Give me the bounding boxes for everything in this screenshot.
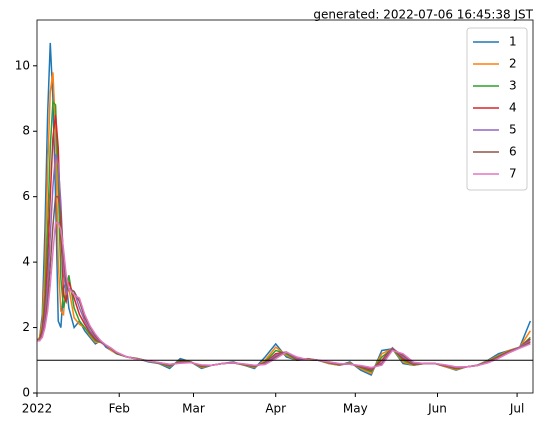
legend-label: 3 (509, 79, 517, 93)
series-line (37, 114, 531, 371)
y-tick-label: 10 (15, 58, 30, 72)
x-tick-label: Jul (509, 402, 524, 416)
series-line (37, 42, 532, 377)
x-tick-label: 2022 (22, 402, 53, 416)
series-line (37, 195, 531, 369)
y-tick-label: 2 (22, 320, 30, 334)
plot-frame (36, 19, 534, 394)
legend-label: 5 (509, 123, 517, 137)
series-line (37, 99, 531, 373)
y-tick-label: 6 (22, 189, 30, 203)
chart-title: generated: 2022-07-06 16:45:38 JST (313, 8, 533, 22)
x-tick-label: Feb (109, 402, 130, 416)
y-tick-label: 4 (22, 255, 30, 269)
series-line (37, 153, 531, 370)
x-tick-label: May (343, 402, 368, 416)
legend-label: 4 (509, 101, 517, 115)
legend-label: 1 (509, 35, 517, 49)
y-tick-label: 0 (22, 386, 30, 400)
series-line (37, 72, 531, 375)
series-line (37, 222, 531, 369)
plot-lines (37, 42, 532, 377)
legend-label: 6 (509, 145, 517, 159)
x-tick-label: Jun (427, 402, 447, 416)
legend-box (466, 27, 528, 191)
y-tick-label: 8 (22, 124, 30, 138)
x-tick-label: Mar (182, 402, 205, 416)
legend-label: 7 (509, 167, 517, 181)
x-tick-label: Apr (265, 402, 286, 416)
legend-label: 2 (509, 57, 517, 71)
